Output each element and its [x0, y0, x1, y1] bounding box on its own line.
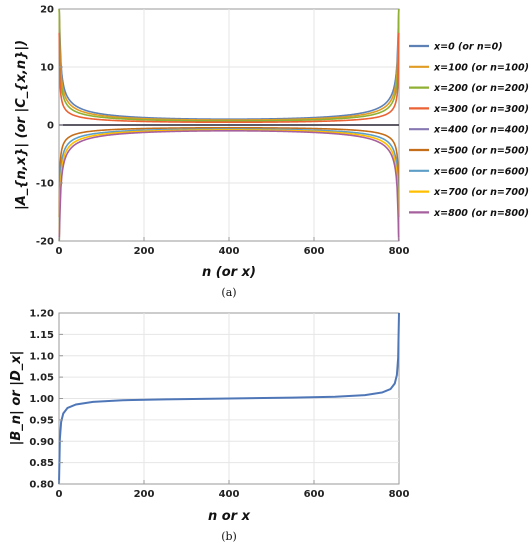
series-line [58, 8, 400, 122]
legend-a: x=0 (or n=0) x=100 (or n=100) x=200 (or n=… [409, 42, 529, 219]
y-tick-label: 1.10 [29, 351, 54, 362]
legend-label: x=500 (or n=500) [433, 146, 529, 157]
series-line [58, 130, 400, 242]
series-line [58, 8, 400, 120]
legend-label: x=0 (or n=0) [433, 42, 503, 53]
x-tick-label: 800 [389, 489, 410, 500]
legend-label: x=400 (or n=400) [433, 125, 529, 136]
caption-b: (b) [221, 530, 237, 543]
y-tick-label: 1.20 [29, 309, 54, 320]
y-tick-label: -10 [36, 179, 54, 190]
series-line [58, 128, 400, 242]
x-tick-label: 200 [134, 246, 155, 257]
y-tick-label: 0.85 [29, 458, 54, 469]
x-tick-label: 800 [389, 246, 410, 257]
y-tick-label: 1.15 [29, 330, 54, 341]
curves-b [58, 312, 400, 485]
x-tick-label: 0 [56, 246, 63, 257]
y-axis-label-b: |B_n| or |D_x| [9, 351, 24, 446]
y-tick-label: -20 [36, 237, 54, 248]
series-line [58, 312, 400, 485]
caption-a: (a) [221, 286, 236, 299]
legend-label: x=800 (or n=800) [433, 208, 529, 219]
curves-a [58, 8, 400, 242]
y-tick-label: 20 [40, 5, 54, 16]
x-tick-label: 0 [56, 489, 63, 500]
y-ticks-a: 20 10 0 -10 -20 [36, 5, 63, 248]
series-line [58, 126, 400, 218]
series-line [58, 129, 400, 242]
y-tick-label: 0 [47, 121, 54, 132]
x-tick-label: 400 [219, 489, 240, 500]
legend-label: x=700 (or n=700) [433, 187, 529, 198]
legend-label: x=300 (or n=300) [433, 104, 529, 115]
x-ticks-b: 0 200 400 600 800 [56, 480, 410, 500]
y-tick-label: 1.00 [29, 394, 54, 405]
legend-label: x=200 (or n=200) [433, 83, 529, 94]
x-tick-label: 400 [219, 246, 240, 257]
y-axis-label-a: |A_{n,x}| (or |C_{x,n}|) [14, 40, 29, 210]
panel-a: 20 10 0 -10 -20 0 200 400 600 800 n (or x) |A_{n… [14, 5, 529, 300]
y-tick-label: 10 [40, 63, 54, 74]
series-line [58, 32, 400, 124]
legend-label: x=600 (or n=600) [433, 166, 529, 177]
y-tick-label: 1.05 [29, 373, 54, 384]
y-tick-label: 0.95 [29, 415, 54, 426]
x-axis-label-a: n (or x) [202, 265, 256, 280]
x-axis-label-b: n or x [208, 509, 251, 524]
legend-label: x=100 (or n=100) [433, 62, 529, 73]
y-tick-label: 0.80 [29, 480, 54, 491]
x-tick-label: 200 [134, 489, 155, 500]
series-line [58, 8, 400, 121]
y-tick-label: 0.90 [29, 437, 54, 448]
x-ticks-a: 0 200 400 600 800 [56, 237, 410, 257]
panel-b: 1.20 1.15 1.10 1.05 1.00 0.95 0.90 0.85 0.80 0 20… [9, 309, 409, 544]
x-tick-label: 600 [304, 246, 325, 257]
x-tick-label: 600 [304, 489, 325, 500]
y-ticks-b: 1.20 1.15 1.10 1.05 1.00 0.95 0.90 0.85 0.80 [29, 309, 63, 491]
